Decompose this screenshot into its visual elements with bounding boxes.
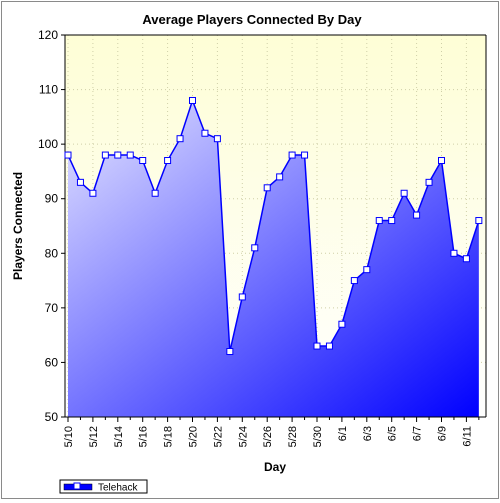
y-axis-label: Players Connected: [11, 172, 25, 280]
x-tick-label: 6/5: [387, 426, 399, 441]
data-point-marker: [350, 277, 358, 285]
data-point-marker: [450, 249, 458, 257]
y-axis-ticks: 50 60 70 80 90 100 110 120: [38, 28, 65, 424]
series-area-telehack: [68, 100, 479, 418]
data-point-marker: [438, 157, 445, 165]
x-tick-label: 5/14: [113, 426, 125, 447]
data-point-marker: [76, 178, 84, 186]
y-tick-label: 80: [45, 246, 59, 260]
data-point-marker: [126, 151, 134, 159]
y-tick-label: 120: [38, 28, 58, 42]
data-point-marker: [64, 151, 72, 159]
data-point-marker: [139, 157, 147, 165]
x-tick-label: 5/12: [88, 426, 100, 447]
x-tick-label: 5/20: [188, 426, 200, 447]
data-point-marker: [425, 178, 433, 186]
data-point-marker: [251, 244, 259, 252]
x-tick-label: 6/7: [412, 426, 424, 441]
data-point-marker: [325, 342, 333, 350]
data-point-marker: [276, 173, 284, 181]
y-tick-label: 50: [45, 410, 59, 424]
data-point-marker: [189, 96, 196, 104]
data-point-marker: [288, 151, 296, 159]
data-point-marker: [375, 217, 383, 225]
series-line-telehack: [67, 98, 480, 352]
chart: Average Players Connected By Day 50 60 70 8…: [11, 12, 487, 494]
data-point-marker: [101, 151, 109, 159]
legend-marker: [73, 482, 81, 490]
data-point-marker: [475, 217, 483, 225]
data-point-marker: [201, 129, 209, 137]
data-point-marker: [263, 184, 271, 192]
chart-title: Average Players Connected By Day: [142, 12, 362, 27]
x-tick-label: 5/10: [63, 426, 75, 447]
data-point-marker: [226, 348, 234, 356]
x-tick-label: 6/11: [461, 426, 473, 447]
data-point-marker: [176, 135, 184, 143]
x-tick-label: 5/30: [312, 426, 324, 447]
x-tick-label: 6/9: [437, 426, 449, 441]
data-point-marker: [301, 151, 309, 159]
area-layer: [67, 98, 480, 418]
y-tick-label: 110: [39, 83, 58, 97]
data-point-marker: [413, 211, 421, 219]
data-point-marker: [388, 217, 396, 225]
x-tick-label: 5/26: [262, 426, 274, 447]
y-tick-label: 90: [45, 192, 59, 206]
data-point-marker: [313, 342, 321, 350]
x-axis-ticks: 5/10 5/12 5/14 5/16 5/18 5/20 5/22 5/24 5/26 5/28…: [63, 417, 480, 447]
data-point-marker: [238, 293, 246, 301]
data-point-marker: [363, 266, 371, 274]
data-point-marker: [400, 189, 408, 197]
data-point-marker: [114, 151, 122, 159]
x-tick-label: 5/22: [212, 426, 224, 447]
legend-label: Telehack: [98, 483, 138, 494]
data-point-marker: [151, 189, 159, 197]
x-tick-label: 5/24: [237, 426, 249, 447]
x-tick-label: 5/18: [163, 426, 175, 447]
data-point-marker: [462, 255, 470, 263]
data-point-marker: [338, 320, 346, 328]
data-point-marker: [89, 189, 97, 197]
x-axis-label: Day: [264, 460, 286, 474]
x-tick-label: 5/28: [287, 426, 299, 447]
legend: Telehack: [59, 479, 148, 494]
x-tick-label: 6/3: [362, 426, 374, 441]
y-tick-label: 70: [45, 301, 59, 315]
data-point-marker: [164, 157, 172, 165]
data-point-marker: [213, 135, 221, 143]
data-points: [64, 96, 483, 356]
x-tick-label: 6/1: [337, 426, 349, 441]
y-tick-label: 60: [45, 355, 59, 369]
axes: [64, 34, 487, 418]
x-tick-label: 5/16: [138, 426, 150, 447]
y-tick-label: 100: [38, 137, 58, 151]
